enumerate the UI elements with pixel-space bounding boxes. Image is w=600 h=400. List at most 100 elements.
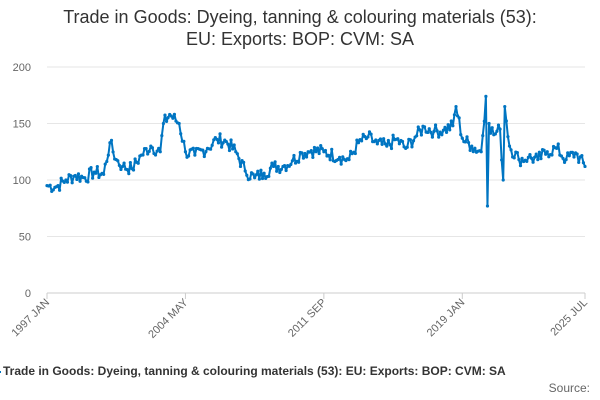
- data-point[interactable]: [493, 132, 497, 136]
- data-point[interactable]: [386, 138, 390, 143]
- data-point[interactable]: [482, 119, 486, 123]
- data-point[interactable]: [155, 149, 159, 153]
- data-point[interactable]: [276, 164, 280, 169]
- data-point[interactable]: [91, 176, 95, 180]
- data-point[interactable]: [405, 145, 409, 149]
- data-point[interactable]: [311, 155, 315, 160]
- data-point[interactable]: [254, 173, 258, 177]
- data-point[interactable]: [465, 135, 469, 139]
- data-point[interactable]: [300, 151, 304, 155]
- data-point[interactable]: [473, 146, 477, 150]
- data-point[interactable]: [133, 157, 137, 161]
- data-point[interactable]: [397, 142, 401, 146]
- data-point[interactable]: [443, 125, 447, 129]
- data-point[interactable]: [268, 166, 272, 170]
- data-point[interactable]: [583, 164, 587, 169]
- data-point[interactable]: [179, 132, 183, 136]
- data-point[interactable]: [106, 153, 110, 157]
- data-point[interactable]: [243, 169, 247, 173]
- data-point[interactable]: [259, 168, 263, 172]
- data-point[interactable]: [119, 167, 123, 172]
- data-point[interactable]: [503, 104, 507, 109]
- data-point[interactable]: [567, 154, 571, 158]
- data-point[interactable]: [215, 137, 219, 141]
- data-point[interactable]: [518, 164, 523, 168]
- data-point[interactable]: [556, 142, 560, 146]
- data-point[interactable]: [542, 148, 546, 152]
- data-point[interactable]: [353, 151, 357, 156]
- data-point[interactable]: [451, 124, 455, 128]
- data-point[interactable]: [566, 151, 570, 155]
- data-point[interactable]: [271, 164, 276, 169]
- data-point[interactable]: [580, 154, 584, 158]
- data-point[interactable]: [95, 165, 99, 169]
- data-point[interactable]: [315, 146, 320, 150]
- data-point[interactable]: [400, 139, 405, 144]
- data-point[interactable]: [349, 149, 353, 153]
- data-point[interactable]: [507, 144, 512, 148]
- data-point[interactable]: [388, 143, 392, 147]
- data-point[interactable]: [76, 172, 81, 176]
- data-point[interactable]: [289, 162, 293, 167]
- data-point[interactable]: [448, 128, 452, 132]
- data-point[interactable]: [141, 153, 145, 157]
- data-point[interactable]: [83, 176, 87, 180]
- data-point[interactable]: [75, 177, 79, 182]
- data-point[interactable]: [537, 150, 541, 154]
- data-point[interactable]: [229, 138, 233, 142]
- data-point[interactable]: [562, 160, 567, 164]
- data-point[interactable]: [282, 164, 287, 168]
- data-point[interactable]: [146, 152, 150, 156]
- data-point[interactable]: [441, 128, 446, 132]
- data-point[interactable]: [201, 148, 205, 152]
- data-point[interactable]: [550, 153, 554, 157]
- data-point[interactable]: [317, 151, 321, 156]
- data-point[interactable]: [380, 142, 384, 146]
- data-point[interactable]: [375, 142, 379, 146]
- data-point[interactable]: [320, 147, 324, 151]
- data-point[interactable]: [279, 167, 283, 172]
- data-point[interactable]: [166, 115, 170, 120]
- data-point[interactable]: [577, 160, 581, 164]
- data-point[interactable]: [125, 168, 129, 172]
- data-point[interactable]: [109, 138, 114, 142]
- data-point[interactable]: [479, 150, 483, 154]
- data-point[interactable]: [218, 132, 222, 136]
- data-point[interactable]: [410, 145, 414, 149]
- data-point[interactable]: [111, 150, 115, 154]
- data-point[interactable]: [117, 163, 121, 167]
- data-point[interactable]: [366, 135, 370, 139]
- data-point[interactable]: [347, 158, 351, 162]
- data-point[interactable]: [257, 177, 261, 181]
- data-point[interactable]: [51, 188, 55, 192]
- data-point[interactable]: [485, 204, 490, 208]
- data-point[interactable]: [157, 146, 161, 150]
- data-point[interactable]: [454, 104, 458, 109]
- data-point[interactable]: [57, 188, 62, 192]
- data-point[interactable]: [429, 130, 433, 135]
- data-point[interactable]: [216, 141, 221, 145]
- data-point[interactable]: [389, 146, 394, 151]
- legend[interactable]: Trade in Goods: Dyeing, tanning & colour…: [0, 364, 600, 380]
- data-point[interactable]: [235, 152, 239, 156]
- data-point[interactable]: [460, 136, 464, 140]
- data-point[interactable]: [116, 159, 120, 163]
- data-point[interactable]: [186, 154, 191, 158]
- data-point[interactable]: [326, 153, 331, 157]
- data-point[interactable]: [323, 148, 328, 153]
- data-point[interactable]: [177, 121, 181, 126]
- data-point[interactable]: [69, 174, 73, 178]
- data-point[interactable]: [435, 129, 439, 133]
- data-point[interactable]: [108, 141, 112, 145]
- data-point[interactable]: [86, 180, 90, 184]
- data-point[interactable]: [314, 150, 318, 154]
- data-point[interactable]: [304, 155, 309, 159]
- data-point[interactable]: [484, 94, 488, 98]
- data-point[interactable]: [251, 172, 255, 176]
- data-point[interactable]: [59, 176, 63, 180]
- data-point[interactable]: [122, 161, 126, 165]
- data-point[interactable]: [526, 155, 530, 159]
- data-point[interactable]: [183, 150, 188, 154]
- data-point[interactable]: [73, 173, 77, 178]
- data-point[interactable]: [191, 146, 195, 150]
